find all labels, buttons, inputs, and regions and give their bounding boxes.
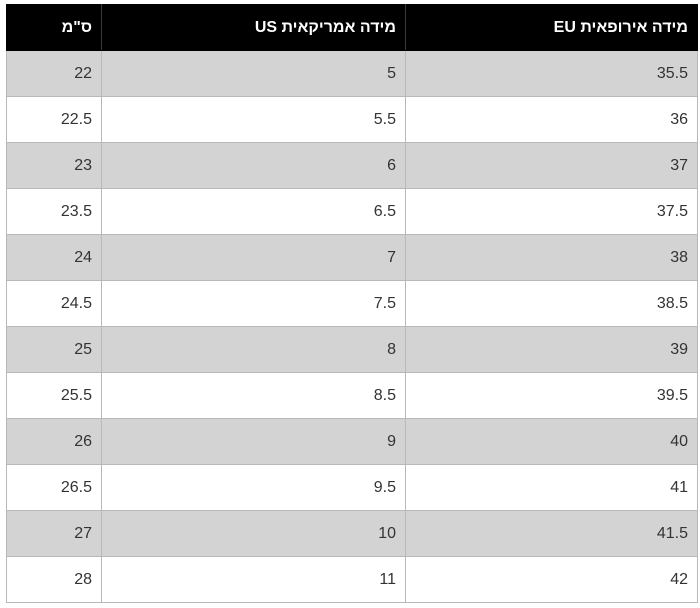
- header-us-size: מידה אמריקאית US: [101, 4, 406, 51]
- header-row: מידה אירופאית EU מידה אמריקאית US ס"מ: [6, 4, 698, 51]
- table-row: 40 9 26: [6, 418, 698, 465]
- cell-cm: 23.5: [6, 188, 102, 235]
- cell-cm: 28: [6, 556, 102, 603]
- cell-us: 6: [101, 142, 406, 189]
- table-body: 35.5 5 22 36 5.5 22.5 37 6 23 37.5 6.5 2…: [6, 50, 698, 603]
- cell-eu: 37: [405, 142, 698, 189]
- table-row: 39.5 8.5 25.5: [6, 372, 698, 419]
- cell-eu: 37.5: [405, 188, 698, 235]
- table-row: 35.5 5 22: [6, 50, 698, 97]
- header-cm-size: ס"מ: [6, 4, 102, 51]
- table-header: מידה אירופאית EU מידה אמריקאית US ס"מ: [6, 4, 698, 51]
- cell-eu: 40: [405, 418, 698, 465]
- table-row: 38 7 24: [6, 234, 698, 281]
- cell-cm: 24.5: [6, 280, 102, 327]
- table-row: 39 8 25: [6, 326, 698, 373]
- cell-eu: 38: [405, 234, 698, 281]
- cell-eu: 42: [405, 556, 698, 603]
- cell-cm: 25: [6, 326, 102, 373]
- cell-cm: 22: [6, 50, 102, 97]
- cell-eu: 39.5: [405, 372, 698, 419]
- cell-us: 6.5: [101, 188, 406, 235]
- table-row: 37 6 23: [6, 142, 698, 189]
- cell-us: 10: [101, 510, 406, 557]
- cell-eu: 41: [405, 464, 698, 511]
- cell-us: 7: [101, 234, 406, 281]
- table-row: 37.5 6.5 23.5: [6, 188, 698, 235]
- cell-us: 7.5: [101, 280, 406, 327]
- cell-us: 8.5: [101, 372, 406, 419]
- cell-us: 9: [101, 418, 406, 465]
- header-eu-size: מידה אירופאית EU: [405, 4, 698, 51]
- shoe-size-table: מידה אירופאית EU מידה אמריקאית US ס"מ 35…: [6, 4, 698, 603]
- cell-eu: 36: [405, 96, 698, 143]
- cell-cm: 22.5: [6, 96, 102, 143]
- cell-eu: 41.5: [405, 510, 698, 557]
- cell-us: 11: [101, 556, 406, 603]
- cell-eu: 39: [405, 326, 698, 373]
- cell-cm: 26.5: [6, 464, 102, 511]
- cell-cm: 25.5: [6, 372, 102, 419]
- cell-us: 8: [101, 326, 406, 373]
- table-row: 36 5.5 22.5: [6, 96, 698, 143]
- cell-eu: 38.5: [405, 280, 698, 327]
- table-row: 38.5 7.5 24.5: [6, 280, 698, 327]
- cell-eu: 35.5: [405, 50, 698, 97]
- table-row: 41 9.5 26.5: [6, 464, 698, 511]
- table-row: 41.5 10 27: [6, 510, 698, 557]
- cell-us: 9.5: [101, 464, 406, 511]
- cell-cm: 26: [6, 418, 102, 465]
- cell-us: 5.5: [101, 96, 406, 143]
- cell-cm: 24: [6, 234, 102, 281]
- cell-cm: 27: [6, 510, 102, 557]
- table-row: 42 11 28: [6, 556, 698, 603]
- cell-us: 5: [101, 50, 406, 97]
- cell-cm: 23: [6, 142, 102, 189]
